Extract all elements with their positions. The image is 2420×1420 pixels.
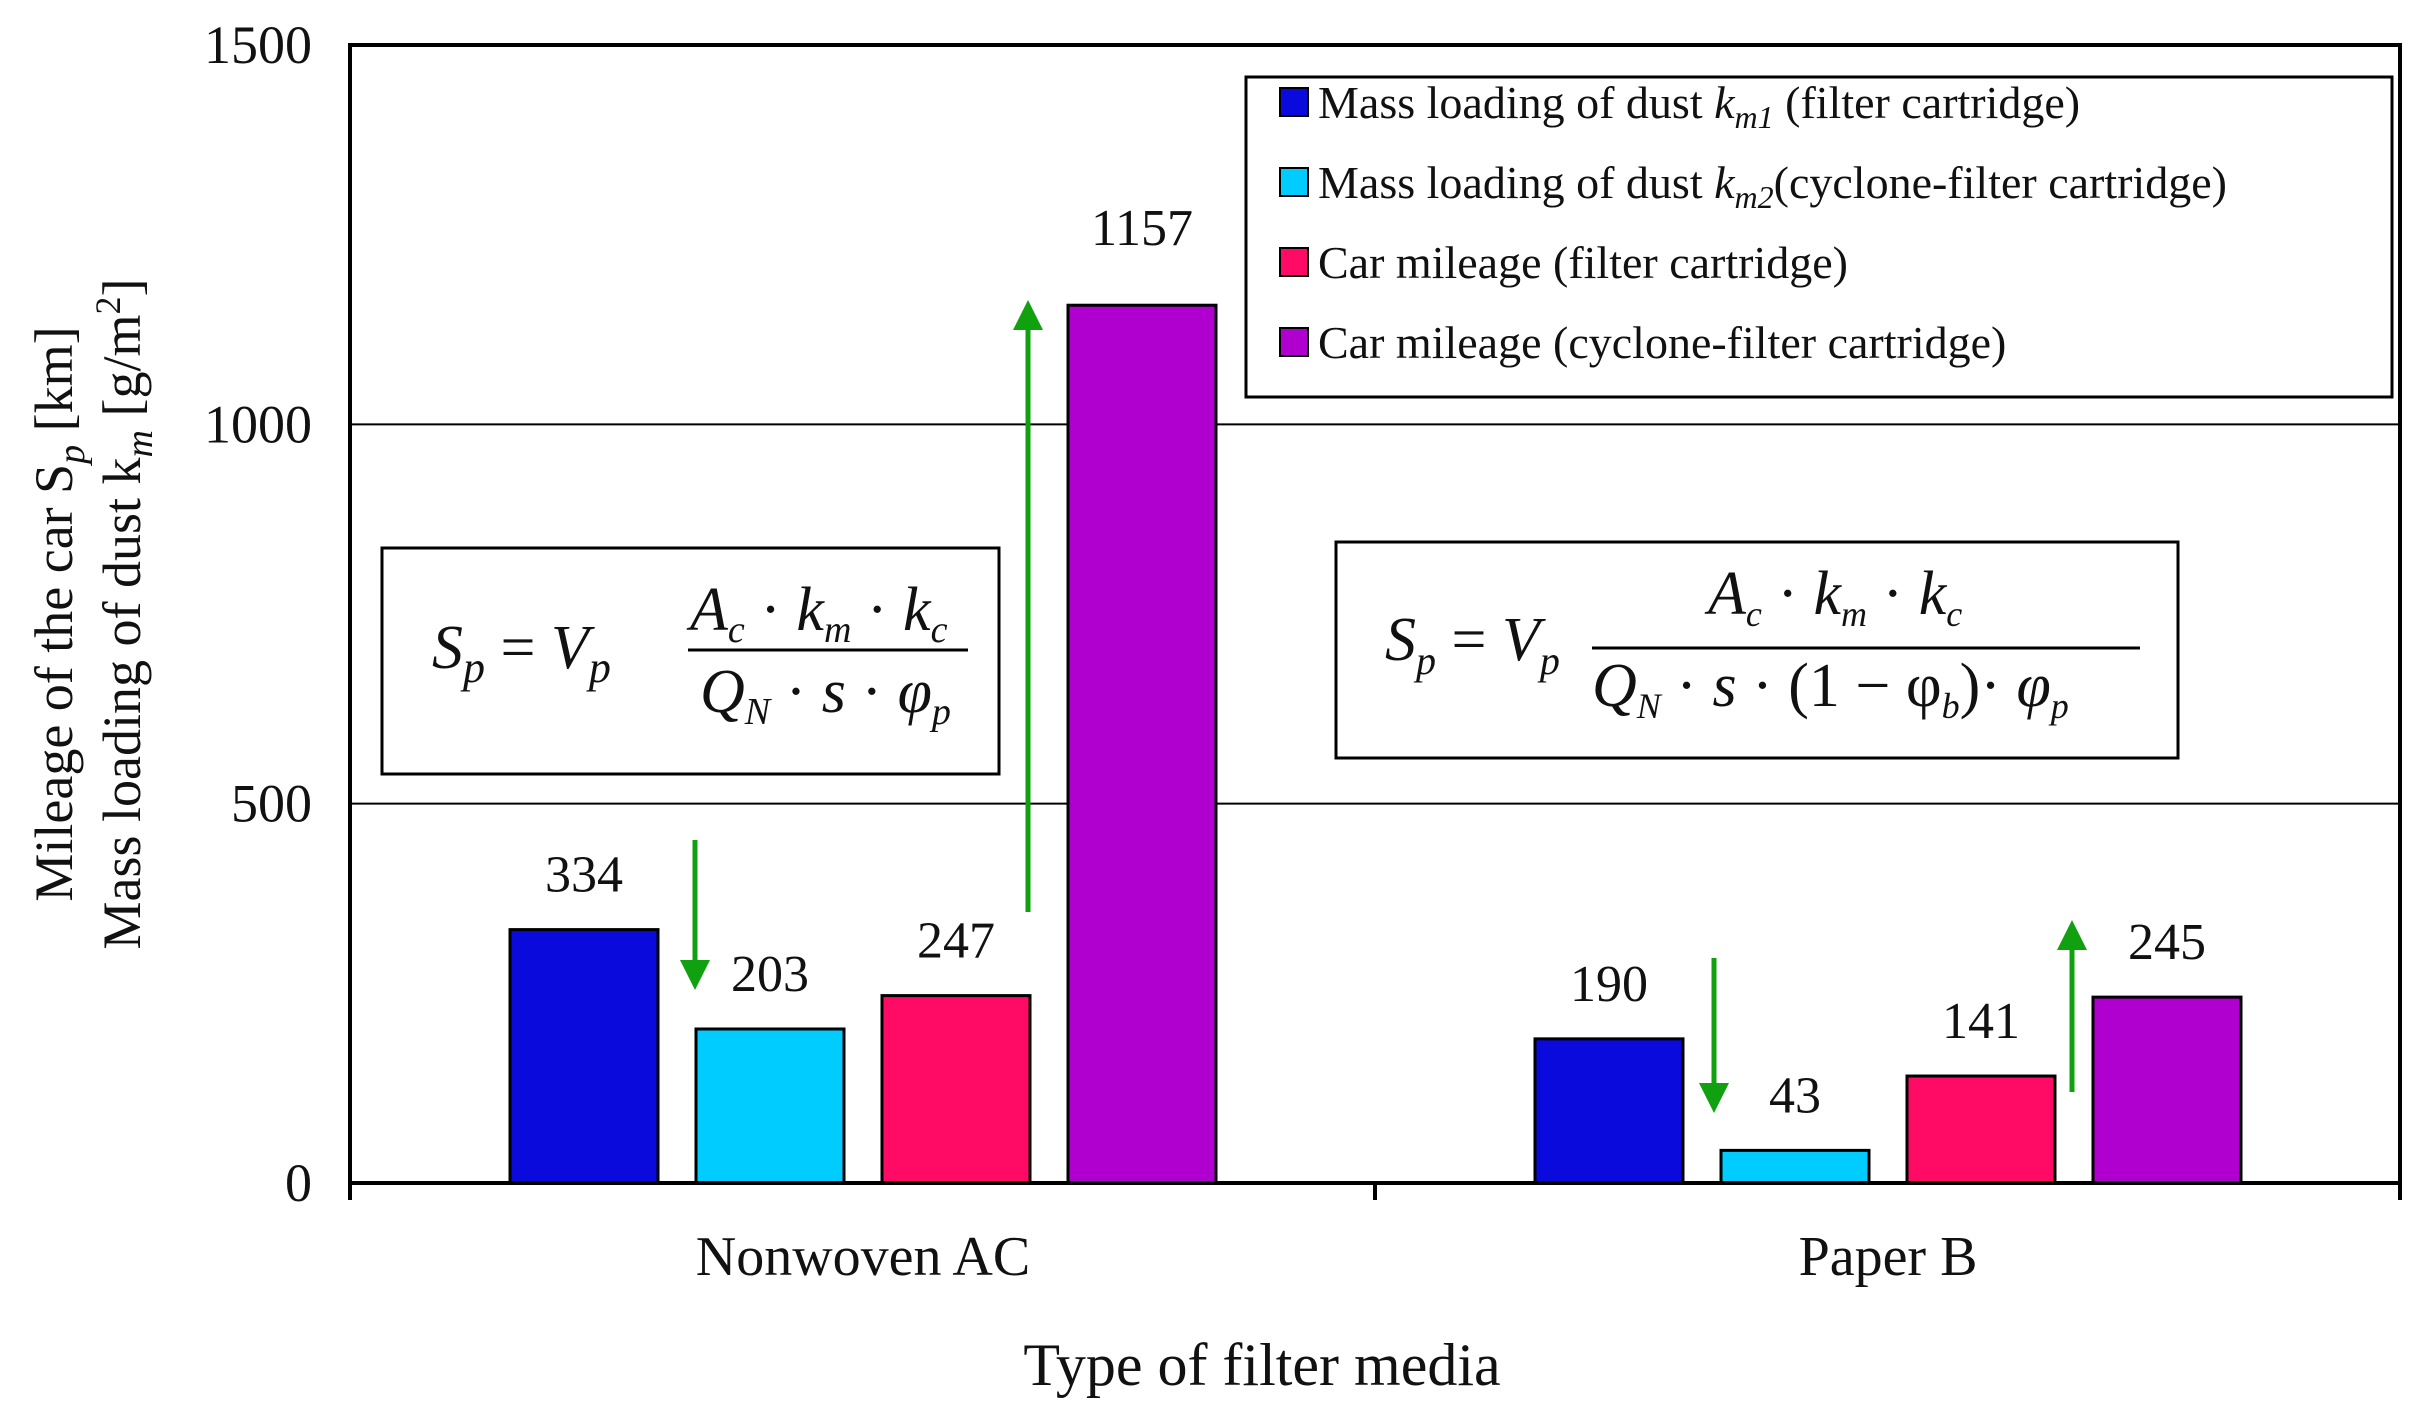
- data-labels: 334 203 247 1157 190 43 141 245: [545, 200, 2206, 1124]
- formula-right-lhs: Sp = Vp: [1385, 606, 1560, 683]
- formula-left-numerator: Ac · km · kc: [686, 576, 948, 651]
- bar-paper-b-series-3: [1905, 1074, 2057, 1185]
- legend-swatch: [1279, 87, 1309, 117]
- gridlines: [350, 423, 2400, 805]
- data-label: 245: [2128, 914, 2206, 971]
- category-label: Paper B: [1799, 1226, 1978, 1288]
- data-label: 203: [731, 946, 809, 1003]
- bar-nonwoven-ac-series-4: [1066, 303, 1218, 1185]
- svg-text:Mass loading of dust km [g/m2]: Mass loading of dust km [g/m2]: [88, 279, 161, 950]
- category-labels: Nonwoven AC Paper B: [696, 1226, 1978, 1288]
- data-label: 1157: [1091, 200, 1193, 257]
- legend-entry: Car mileage (cyclone-filter cartridge): [1318, 317, 2006, 368]
- bar-paper-b-series-4: [2091, 995, 2243, 1185]
- formula-right-numerator: Ac · km · kc: [1704, 560, 1962, 634]
- trend-arrows: [680, 300, 2087, 1113]
- formula-box-right: Sp = Vp Ac · km · kc QN · s · (1 − φb)· …: [1334, 540, 2180, 760]
- data-label: 334: [545, 847, 623, 904]
- y-axis-label-line1: Mileage of the car S: [24, 464, 84, 902]
- data-label: 43: [1769, 1067, 1821, 1124]
- bar-nonwoven-ac-series-3: [880, 994, 1032, 1185]
- bar-paper-b-series-1: [1533, 1037, 1685, 1185]
- legend-swatch: [1279, 327, 1309, 357]
- y-tick-label: 1000: [204, 394, 312, 454]
- legend-swatch: [1279, 247, 1309, 277]
- bar-nonwoven-ac-series-1: [508, 928, 660, 1185]
- formula-right-denominator: QN · s · (1 − φb)· φp: [1592, 652, 2069, 726]
- bar-nonwoven-ac-series-2: [694, 1027, 846, 1185]
- x-axis-label: Type of filter media: [1023, 1332, 1500, 1398]
- data-label: 247: [917, 913, 995, 970]
- svg-text:Mileage of the car Sp [km]: Mileage of the car Sp [km]: [24, 326, 93, 901]
- bars: [508, 303, 2243, 1185]
- data-label: 190: [1570, 956, 1648, 1013]
- y-axis-label: Mileage of the car Sp [km] Mass loading …: [24, 279, 161, 950]
- y-axis-label-line2: Mass loading of dust k: [92, 457, 152, 949]
- legend-entry: Car mileage (filter cartridge): [1318, 237, 1848, 288]
- category-label: Nonwoven AC: [696, 1226, 1030, 1288]
- legend-frame: [1244, 75, 2394, 399]
- legend: Mass loading of dust km1 (filter cartrid…: [1244, 75, 2394, 399]
- y-tick-label: 500: [231, 774, 312, 834]
- y-axis-ticks: 0 500 1000 1500: [204, 15, 312, 1213]
- bar-paper-b-series-2: [1719, 1148, 1871, 1185]
- legend-entry: Mass loading of dust km2(cyclone-filter …: [1318, 157, 2227, 215]
- data-label: 141: [1942, 993, 2020, 1050]
- legend-swatch: [1279, 167, 1309, 197]
- legend-entry: Mass loading of dust km1 (filter cartrid…: [1318, 77, 2080, 135]
- y-tick-label: 0: [285, 1153, 312, 1213]
- formula-left-lhs: Sp = Vp: [432, 614, 611, 692]
- formula-box-left: Sp = Vp Ac · km · kc QN · s · φp: [380, 546, 1001, 776]
- y-tick-label: 1500: [204, 15, 312, 75]
- formula-left-denominator: QN · s · φp: [700, 658, 951, 733]
